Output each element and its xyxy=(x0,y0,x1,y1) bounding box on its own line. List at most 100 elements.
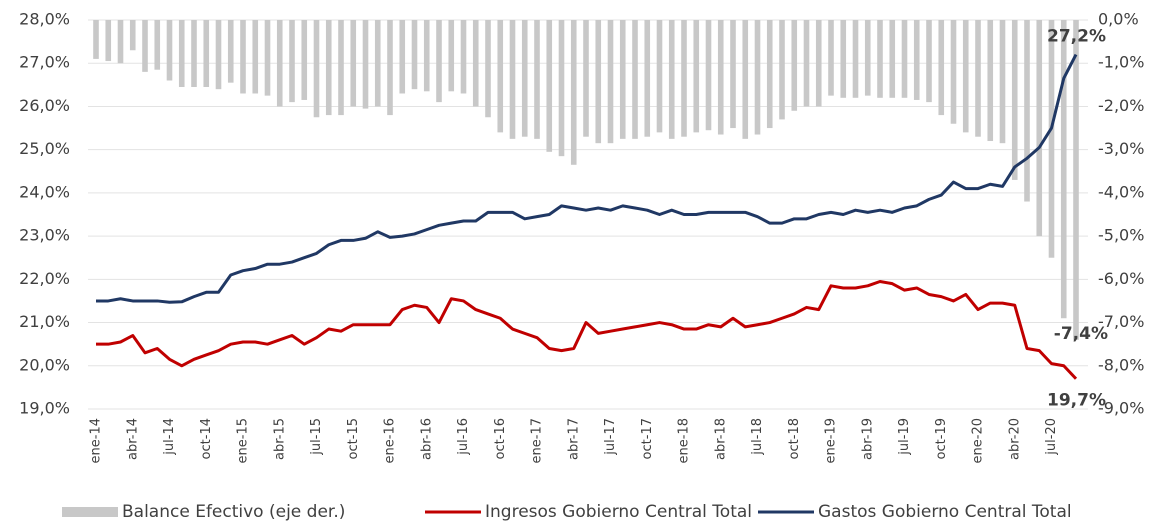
bar xyxy=(166,20,173,81)
x-tick-label: ene-19 xyxy=(824,418,839,463)
bar xyxy=(975,20,981,137)
y-tick-label: 23,0% xyxy=(19,226,70,245)
x-tick-label: jul-19 xyxy=(897,418,912,456)
bar xyxy=(129,20,136,51)
bar xyxy=(436,20,442,103)
x-tick-label: ene-20 xyxy=(971,418,986,463)
y-tick-label: 25,0% xyxy=(19,139,70,158)
bar xyxy=(938,20,945,116)
bar xyxy=(423,20,430,92)
bar xyxy=(754,20,761,135)
bar xyxy=(558,20,565,157)
bar xyxy=(779,20,785,120)
x-tick-label: jul-18 xyxy=(750,418,765,456)
bar xyxy=(338,20,344,116)
x-tick-label: abr-14 xyxy=(125,418,140,460)
bar xyxy=(889,20,896,98)
bar xyxy=(215,20,222,90)
bar xyxy=(595,20,602,144)
x-tick-label: jul-15 xyxy=(309,418,324,456)
bar xyxy=(987,20,994,142)
y2-tick-label: 0,0% xyxy=(1098,10,1139,29)
bar xyxy=(178,20,185,87)
x-tick-label: ene-17 xyxy=(530,418,545,463)
x-tick-label: oct-17 xyxy=(640,418,655,459)
y-tick-label: 20,0% xyxy=(19,355,70,374)
bar xyxy=(962,20,969,133)
y2-tick-label: -3,0% xyxy=(1098,139,1144,158)
bar xyxy=(766,20,773,129)
bar xyxy=(154,20,161,70)
x-tick-label: ene-14 xyxy=(89,418,104,463)
bar xyxy=(460,20,467,94)
y2-tick-label: -7,0% xyxy=(1098,312,1144,331)
bar xyxy=(203,20,210,87)
legend-label: Gastos Gobierno Central Total xyxy=(818,502,1072,522)
legend-label: Ingresos Gobierno Central Total xyxy=(485,502,752,522)
bar xyxy=(852,20,859,98)
x-tick-label: ene-18 xyxy=(677,418,692,463)
bar xyxy=(472,20,479,107)
bar xyxy=(840,20,847,98)
y2-tick-label: -9,0% xyxy=(1098,399,1144,418)
y-tick-label: 21,0% xyxy=(19,312,70,331)
line xyxy=(96,53,1078,304)
bar xyxy=(105,20,112,62)
bar xyxy=(546,20,553,152)
bar xyxy=(485,20,491,118)
bar xyxy=(619,20,626,139)
bar xyxy=(570,20,577,165)
bar xyxy=(93,20,99,59)
bar xyxy=(607,20,614,144)
bar xyxy=(399,20,406,94)
bar xyxy=(227,20,234,83)
data-label: -7,4% xyxy=(1054,324,1108,344)
x-tick-label: jul-20 xyxy=(1044,418,1059,456)
x-tick-label: ene-16 xyxy=(383,418,398,463)
bar xyxy=(742,20,749,139)
x-tick-label: abr-17 xyxy=(566,418,581,460)
bar xyxy=(913,20,920,100)
y2-tick-label: -1,0% xyxy=(1098,53,1144,72)
bar xyxy=(1060,20,1067,319)
bar xyxy=(301,20,308,100)
bar xyxy=(717,20,724,135)
y2-tick-label: -6,0% xyxy=(1098,269,1144,288)
bar xyxy=(362,20,369,109)
bar xyxy=(117,20,124,64)
x-tick-label: abr-16 xyxy=(419,418,434,460)
bar xyxy=(325,20,332,116)
bar xyxy=(999,20,1006,144)
bar xyxy=(926,20,932,103)
bar xyxy=(252,20,259,94)
bar xyxy=(705,20,712,131)
bar xyxy=(142,20,148,72)
x-tick-label: oct-14 xyxy=(199,418,214,459)
bar xyxy=(815,20,822,107)
x-tick-label: oct-15 xyxy=(346,418,361,459)
bar xyxy=(656,20,663,133)
bar xyxy=(730,20,736,129)
bar xyxy=(791,20,798,111)
data-label: 19,7% xyxy=(1047,391,1106,411)
x-tick-label: abr-18 xyxy=(713,418,728,460)
bar xyxy=(240,20,246,94)
y2-tick-label: -5,0% xyxy=(1098,226,1144,245)
y-tick-label: 26,0% xyxy=(19,96,70,115)
x-tick-label: ene-15 xyxy=(236,418,251,463)
bar xyxy=(828,20,834,96)
x-tick-label: jul-16 xyxy=(456,418,471,456)
y-tick-label: 19,0% xyxy=(19,399,70,418)
y2-tick-label: -4,0% xyxy=(1098,182,1144,201)
y-tick-label: 27,0% xyxy=(19,53,70,72)
bar xyxy=(374,20,381,107)
bar xyxy=(681,20,687,137)
bar xyxy=(509,20,516,139)
bar xyxy=(1048,20,1055,258)
legend-label: Balance Efectivo (eje der.) xyxy=(122,502,345,522)
bar xyxy=(411,20,418,90)
bar xyxy=(313,20,320,118)
bar xyxy=(877,20,883,98)
bar xyxy=(1011,20,1018,180)
